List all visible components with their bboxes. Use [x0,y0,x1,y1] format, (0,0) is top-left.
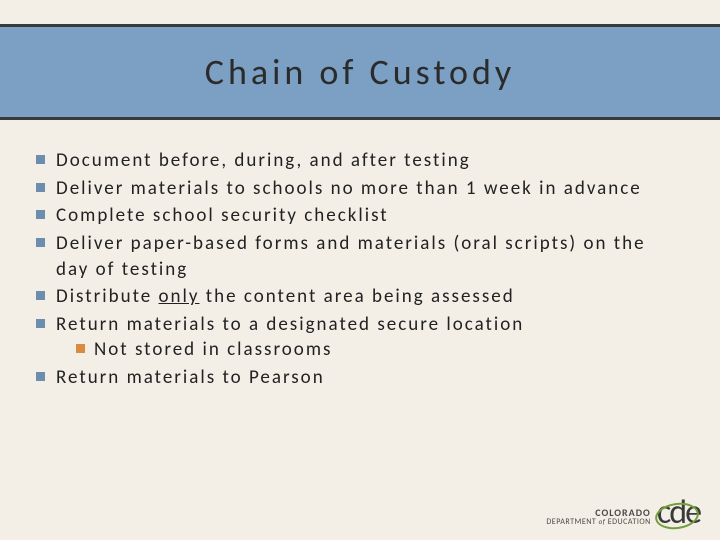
logo-text: COLORADO DEPARTMENT of EDUCATION [546,508,650,526]
sub-bullet-list: Not stored in classrooms [76,337,684,363]
logo-line2-a: DEPARTMENT [546,517,596,527]
bullet-text-pre: Distribute [56,285,159,308]
slide-title: Chain of Custody [205,50,515,94]
bullet-item: Return materials to Pearson [36,365,684,391]
logo-line2-c: EDUCATION [608,517,651,527]
bullet-item: Document before, during, and after testi… [36,148,684,174]
logo-mark: cde [657,499,700,526]
bullet-text-underline: only [159,285,200,308]
bullet-list: Document before, during, and after testi… [36,148,684,391]
bullet-text: Return materials to a designated secure … [56,313,524,336]
title-band: Chain of Custody [0,24,720,120]
bullet-item: Return materials to a designated secure … [36,312,684,363]
sub-bullet-item: Not stored in classrooms [76,337,684,363]
cde-logo: COLORADO DEPARTMENT of EDUCATION cde [546,499,700,526]
bullet-text-post: the content area being assessed [199,285,514,308]
logo-line2: DEPARTMENT of EDUCATION [546,518,650,526]
bullet-item: Deliver paper-based forms and materials … [36,231,684,282]
body-content: Document before, during, and after testi… [36,148,684,393]
bullet-item: Deliver materials to schools no more tha… [36,176,684,202]
logo-ring-icon: d [669,499,685,526]
slide: Chain of Custody Document before, during… [0,0,720,540]
bullet-item: Complete school security checklist [36,203,684,229]
bullet-item: Distribute only the content area being a… [36,284,684,310]
logo-line2-b: of [599,517,606,526]
